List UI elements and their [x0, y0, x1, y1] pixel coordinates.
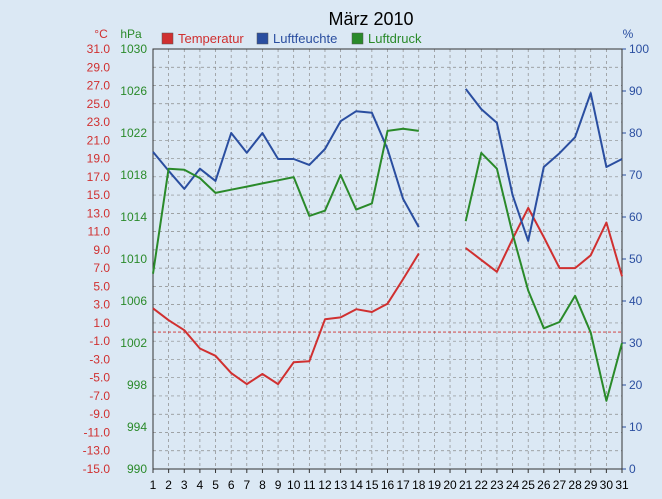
x-tick-label: 30 — [600, 478, 614, 492]
pressure-tick-label: 1026 — [120, 84, 147, 98]
temperature-tick-label: 9.0 — [93, 243, 110, 257]
legend-item-pressure: Luftdruck — [351, 31, 422, 46]
temperature-tick-label: 15.0 — [87, 188, 111, 202]
pressure-tick-label: 994 — [127, 420, 147, 434]
series-line-luftdruck — [152, 127, 623, 402]
temperature-tick-label: 3.0 — [93, 298, 110, 312]
legend-label-humidity: Luftfeuchte — [273, 31, 337, 46]
temperature-tick-label: -15.0 — [83, 462, 111, 476]
temperature-tick-label: 19.0 — [87, 152, 111, 166]
x-tick-label: 9 — [275, 478, 282, 492]
x-tick-label: 27 — [553, 478, 567, 492]
pressure-tick-label: 1030 — [120, 42, 147, 56]
x-tick-label: 19 — [428, 478, 442, 492]
temperature-tick-label: -7.0 — [89, 389, 110, 403]
temperature-tick-label: 23.0 — [87, 115, 111, 129]
x-tick-label: 15 — [365, 478, 379, 492]
x-tick-label: 12 — [318, 478, 332, 492]
humidity-tick-label: 80 — [629, 126, 643, 140]
legend-label-pressure: Luftdruck — [368, 31, 422, 46]
humidity-unit-label: % — [623, 27, 634, 41]
chart-title: März 2010 — [328, 9, 413, 29]
x-tick-label: 4 — [197, 478, 204, 492]
temperature-tick-label: -9.0 — [89, 407, 110, 421]
x-tick-label: 26 — [537, 478, 551, 492]
temperature-tick-label: 5.0 — [93, 279, 110, 293]
x-tick-label: 25 — [522, 478, 536, 492]
pressure-tick-label: 998 — [127, 378, 147, 392]
humidity-tick-label: 70 — [629, 168, 643, 182]
humidity-tick-label: 0 — [629, 462, 636, 476]
x-tick-label: 14 — [350, 478, 364, 492]
pressure-tick-label: 1014 — [120, 210, 147, 224]
temperature-tick-label: 1.0 — [93, 316, 110, 330]
x-tick-label: 8 — [259, 478, 266, 492]
temperature-tick-label: -5.0 — [89, 371, 110, 385]
pressure-tick-label: 990 — [127, 462, 147, 476]
pressure-tick-label: 1010 — [120, 252, 147, 266]
humidity-tick-label: 40 — [629, 294, 643, 308]
x-tick-label: 7 — [243, 478, 250, 492]
legend-item-humidity: Luftfeuchte — [256, 31, 337, 46]
x-tick-label: 31 — [615, 478, 629, 492]
x-tick-label: 29 — [584, 478, 598, 492]
temperature-tick-label: 13.0 — [87, 206, 111, 220]
temperature-tick-label: 27.0 — [87, 79, 111, 93]
temperature-tick-label: 31.0 — [87, 42, 111, 56]
temperature-tick-label: 7.0 — [93, 261, 110, 275]
x-tick-label: 24 — [506, 478, 520, 492]
x-tick-label: 20 — [443, 478, 457, 492]
x-tick-label: 18 — [412, 478, 426, 492]
humidity-tick-label: 10 — [629, 420, 643, 434]
x-tick-label: 2 — [165, 478, 172, 492]
legend-swatch-humidity — [256, 32, 269, 45]
x-tick-label: 17 — [396, 478, 410, 492]
temperature-tick-label: 25.0 — [87, 97, 111, 111]
humidity-tick-label: 90 — [629, 84, 643, 98]
pressure-tick-label: 1022 — [120, 126, 147, 140]
x-tick-label: 3 — [181, 478, 188, 492]
series-line-temperatur — [152, 206, 623, 386]
legend-swatch-pressure — [351, 32, 364, 45]
temperature-tick-label: 29.0 — [87, 60, 111, 74]
x-tick-label: 16 — [381, 478, 395, 492]
humidity-tick-label: 30 — [629, 336, 643, 350]
x-tick-label: 11 — [303, 478, 316, 492]
x-tick-label: 5 — [212, 478, 219, 492]
x-tick-label: 22 — [475, 478, 489, 492]
temperature-tick-label: 11.0 — [88, 225, 111, 239]
pressure-tick-label: 1018 — [120, 168, 147, 182]
legend: Temperatur Luftfeuchte Luftdruck — [161, 31, 422, 46]
plot-area: 31.029.027.025.023.021.019.017.015.013.0… — [83, 42, 650, 492]
temperature-tick-label: 21.0 — [87, 133, 111, 147]
humidity-tick-label: 20 — [629, 378, 643, 392]
pressure-unit-label: hPa — [120, 27, 142, 41]
x-tick-label: 13 — [334, 478, 348, 492]
x-tick-label: 6 — [228, 478, 235, 492]
x-tick-label: 10 — [287, 478, 301, 492]
x-tick-label: 1 — [150, 478, 157, 492]
x-tick-label: 21 — [459, 478, 473, 492]
temperature-tick-label: -11.0 — [84, 425, 111, 439]
x-tick-label: 23 — [490, 478, 504, 492]
legend-swatch-temperature — [161, 32, 174, 45]
humidity-tick-label: 50 — [629, 252, 643, 266]
pressure-tick-label: 1006 — [120, 294, 147, 308]
humidity-tick-label: 60 — [629, 210, 643, 224]
humidity-tick-label: 100 — [629, 42, 649, 56]
legend-item-temperature: Temperatur — [161, 31, 244, 46]
temperature-tick-label: -13.0 — [83, 444, 111, 458]
x-tick-label: 28 — [568, 478, 582, 492]
temperature-tick-label: 17.0 — [87, 170, 111, 184]
temperature-tick-label: -3.0 — [89, 352, 110, 366]
legend-label-temperature: Temperatur — [178, 31, 244, 46]
temperature-unit-label: °C — [94, 27, 108, 41]
pressure-tick-label: 1002 — [120, 336, 147, 350]
series-line-luftfeuchte — [152, 88, 623, 242]
temperature-tick-label: -1.0 — [89, 334, 110, 348]
